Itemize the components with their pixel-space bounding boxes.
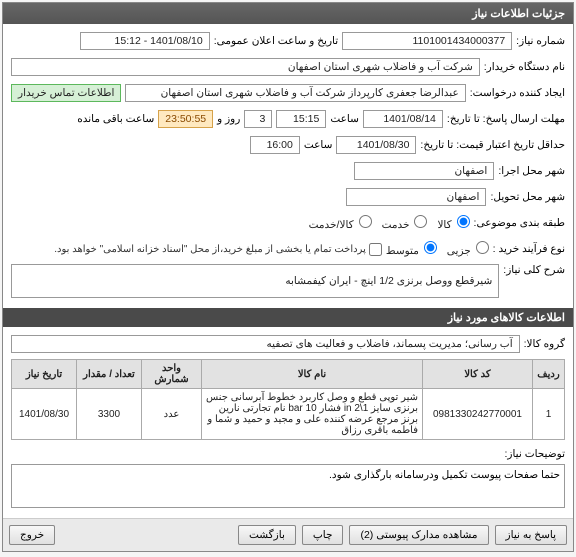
send-deadline-time: 15:15 (276, 110, 326, 128)
group-label: گروه کالا: (524, 338, 565, 350)
cell-unit: عدد (142, 389, 202, 440)
exec-city-value: اصفهان (354, 162, 494, 180)
public-date-value: 1401/08/10 - 15:12 (80, 32, 210, 50)
group-value: آب رسانی؛ مدیریت پسماند، فاضلاب و فعالیت… (11, 335, 520, 353)
attachments-button[interactable]: مشاهده مدارک پیوستی (2) (349, 525, 488, 545)
cell-code: 0981330242770001 (423, 389, 533, 440)
grouping-radios: کالا خدمت کالا/خدمت (309, 215, 470, 231)
days-left: 3 (244, 110, 272, 128)
requester-label: ایجاد کننده درخواست: (470, 87, 565, 99)
requester-value: عبدالرضا جعفری کارپرداز شرکت آب و فاضلاب… (125, 84, 465, 102)
time-label-1: ساعت (330, 113, 359, 125)
cell-name: شیر توپی قطع و وصل کاربرد خطوط آبرسانی ج… (202, 389, 423, 440)
exit-button[interactable]: خروج (9, 525, 55, 545)
need-desc-label: شرح کلی نیاز: (503, 264, 565, 276)
need-no-label: شماره نیاز: (516, 35, 565, 47)
time-label-2: ساعت (304, 139, 333, 151)
payment-checkbox[interactable]: پرداخت تمام یا بخشی از مبلغ خرید،از محل … (54, 243, 382, 256)
radio-khadmat[interactable]: خدمت (382, 215, 428, 231)
send-deadline-label: مهلت ارسال پاسخ: تا تاریخ: (447, 113, 565, 125)
deliver-city-label: شهر محل تحویل: (490, 191, 565, 203)
radio-motavaset[interactable]: متوسط (386, 241, 437, 257)
buy-type-radios: جزیی متوسط (386, 241, 489, 257)
radio-jozi[interactable]: جزیی (447, 241, 489, 257)
contact-info-badge[interactable]: اطلاعات تماس خریدار (11, 84, 121, 102)
time-left-suffix: ساعت باقی مانده (77, 113, 154, 125)
valid-date: 1401/08/30 (336, 136, 416, 154)
valid-label: حداقل تاریخ اعتبار قیمت: تا تاریخ: (420, 139, 565, 151)
cell-date: 1401/08/30 (12, 389, 77, 440)
back-button[interactable]: بازگشت (238, 525, 296, 545)
items-section-title: اطلاعات کالاهای مورد نیاز (3, 308, 573, 327)
col-name: نام کالا (202, 360, 423, 389)
public-date-label: تاریخ و ساعت اعلان عمومی: (214, 35, 338, 47)
cell-qty: 3300 (77, 389, 142, 440)
buyer-value: شرکت آب و فاضلاب شهری استان اصفهان (11, 58, 480, 76)
valid-time: 16:00 (250, 136, 300, 154)
need-desc-value: شیرقطع ووصل برنزی 1/2 اینچ - ایران کیفمش… (11, 264, 499, 298)
form-body: شماره نیاز: 1101001434000377 تاریخ و ساع… (3, 24, 573, 308)
send-deadline-date: 1401/08/14 (363, 110, 443, 128)
button-row: پاسخ به نیاز مشاهده مدارک پیوستی (2) چاپ… (3, 518, 573, 551)
panel-title: جزئیات اطلاعات نیاز (3, 3, 573, 24)
table-header-row: ردیف کد کالا نام کالا واحد شمارش تعداد /… (12, 360, 565, 389)
notes-label: توضیحات نیاز: (505, 448, 566, 460)
deliver-city-value: اصفهان (346, 188, 486, 206)
cell-row: 1 (533, 389, 565, 440)
col-unit: واحد شمارش (142, 360, 202, 389)
items-table: ردیف کد کالا نام کالا واحد شمارش تعداد /… (11, 359, 565, 440)
days-left-suffix: روز و (217, 113, 240, 125)
table-row[interactable]: 1 0981330242770001 شیر توپی قطع و وصل کا… (12, 389, 565, 440)
buy-type-label: نوع فرآیند خرید : (493, 243, 565, 255)
col-date: تاریخ نیاز (12, 360, 77, 389)
time-left-badge: 23:50:55 (158, 110, 213, 128)
radio-both[interactable]: کالا/خدمت (309, 215, 372, 231)
grouping-label: طبقه بندی موضوعی: (474, 217, 565, 229)
print-button[interactable]: چاپ (302, 525, 344, 545)
col-row: ردیف (533, 360, 565, 389)
radio-kala[interactable]: کالا (437, 215, 469, 231)
col-qty: تعداد / مقدار (77, 360, 142, 389)
notes-textarea[interactable] (11, 464, 565, 508)
exec-city-label: شهر محل اجرا: (498, 165, 565, 177)
buyer-label: نام دستگاه خریدار: (484, 61, 565, 73)
answer-button[interactable]: پاسخ به نیاز (495, 525, 567, 545)
need-details-panel: جزئیات اطلاعات نیاز شماره نیاز: 11010014… (2, 2, 574, 552)
need-no-value: 1101001434000377 (342, 32, 512, 50)
col-code: کد کالا (423, 360, 533, 389)
